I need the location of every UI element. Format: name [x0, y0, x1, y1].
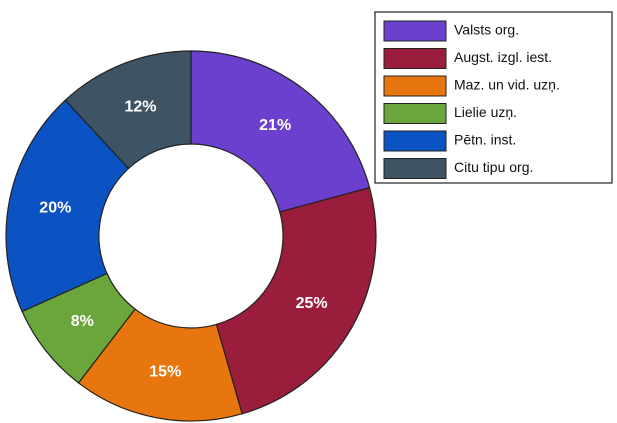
donut-slice	[77, 308, 243, 422]
legend-swatch	[383, 75, 447, 97]
legend-label: Valsts org.	[454, 22, 519, 38]
legend-label: Pētn. inst.	[454, 132, 516, 148]
slice-label: 20%	[39, 199, 71, 216]
donut-slice	[5, 99, 130, 313]
slice-label: 8%	[71, 313, 94, 330]
legend-swatch	[383, 158, 447, 179]
slice-label: 21%	[259, 117, 291, 134]
legend-label: Maz. un vid. uzņ.	[454, 77, 560, 93]
legend-swatch	[383, 103, 447, 124]
legend-label: Citu tipu org.	[454, 159, 533, 175]
slice-label: 15%	[149, 363, 181, 380]
slice-label: 12%	[124, 98, 156, 115]
slice-label: 25%	[296, 295, 328, 312]
legend-label: Lielie uzņ.	[454, 104, 517, 120]
donut-slice	[64, 50, 192, 170]
legend-swatch	[383, 130, 447, 152]
legend-swatch	[383, 20, 447, 42]
legend-label: Augst. izgl. iest.	[454, 49, 552, 65]
donut-slice	[215, 186, 377, 415]
legend-swatch	[383, 48, 447, 69]
donut-slice	[190, 50, 371, 213]
